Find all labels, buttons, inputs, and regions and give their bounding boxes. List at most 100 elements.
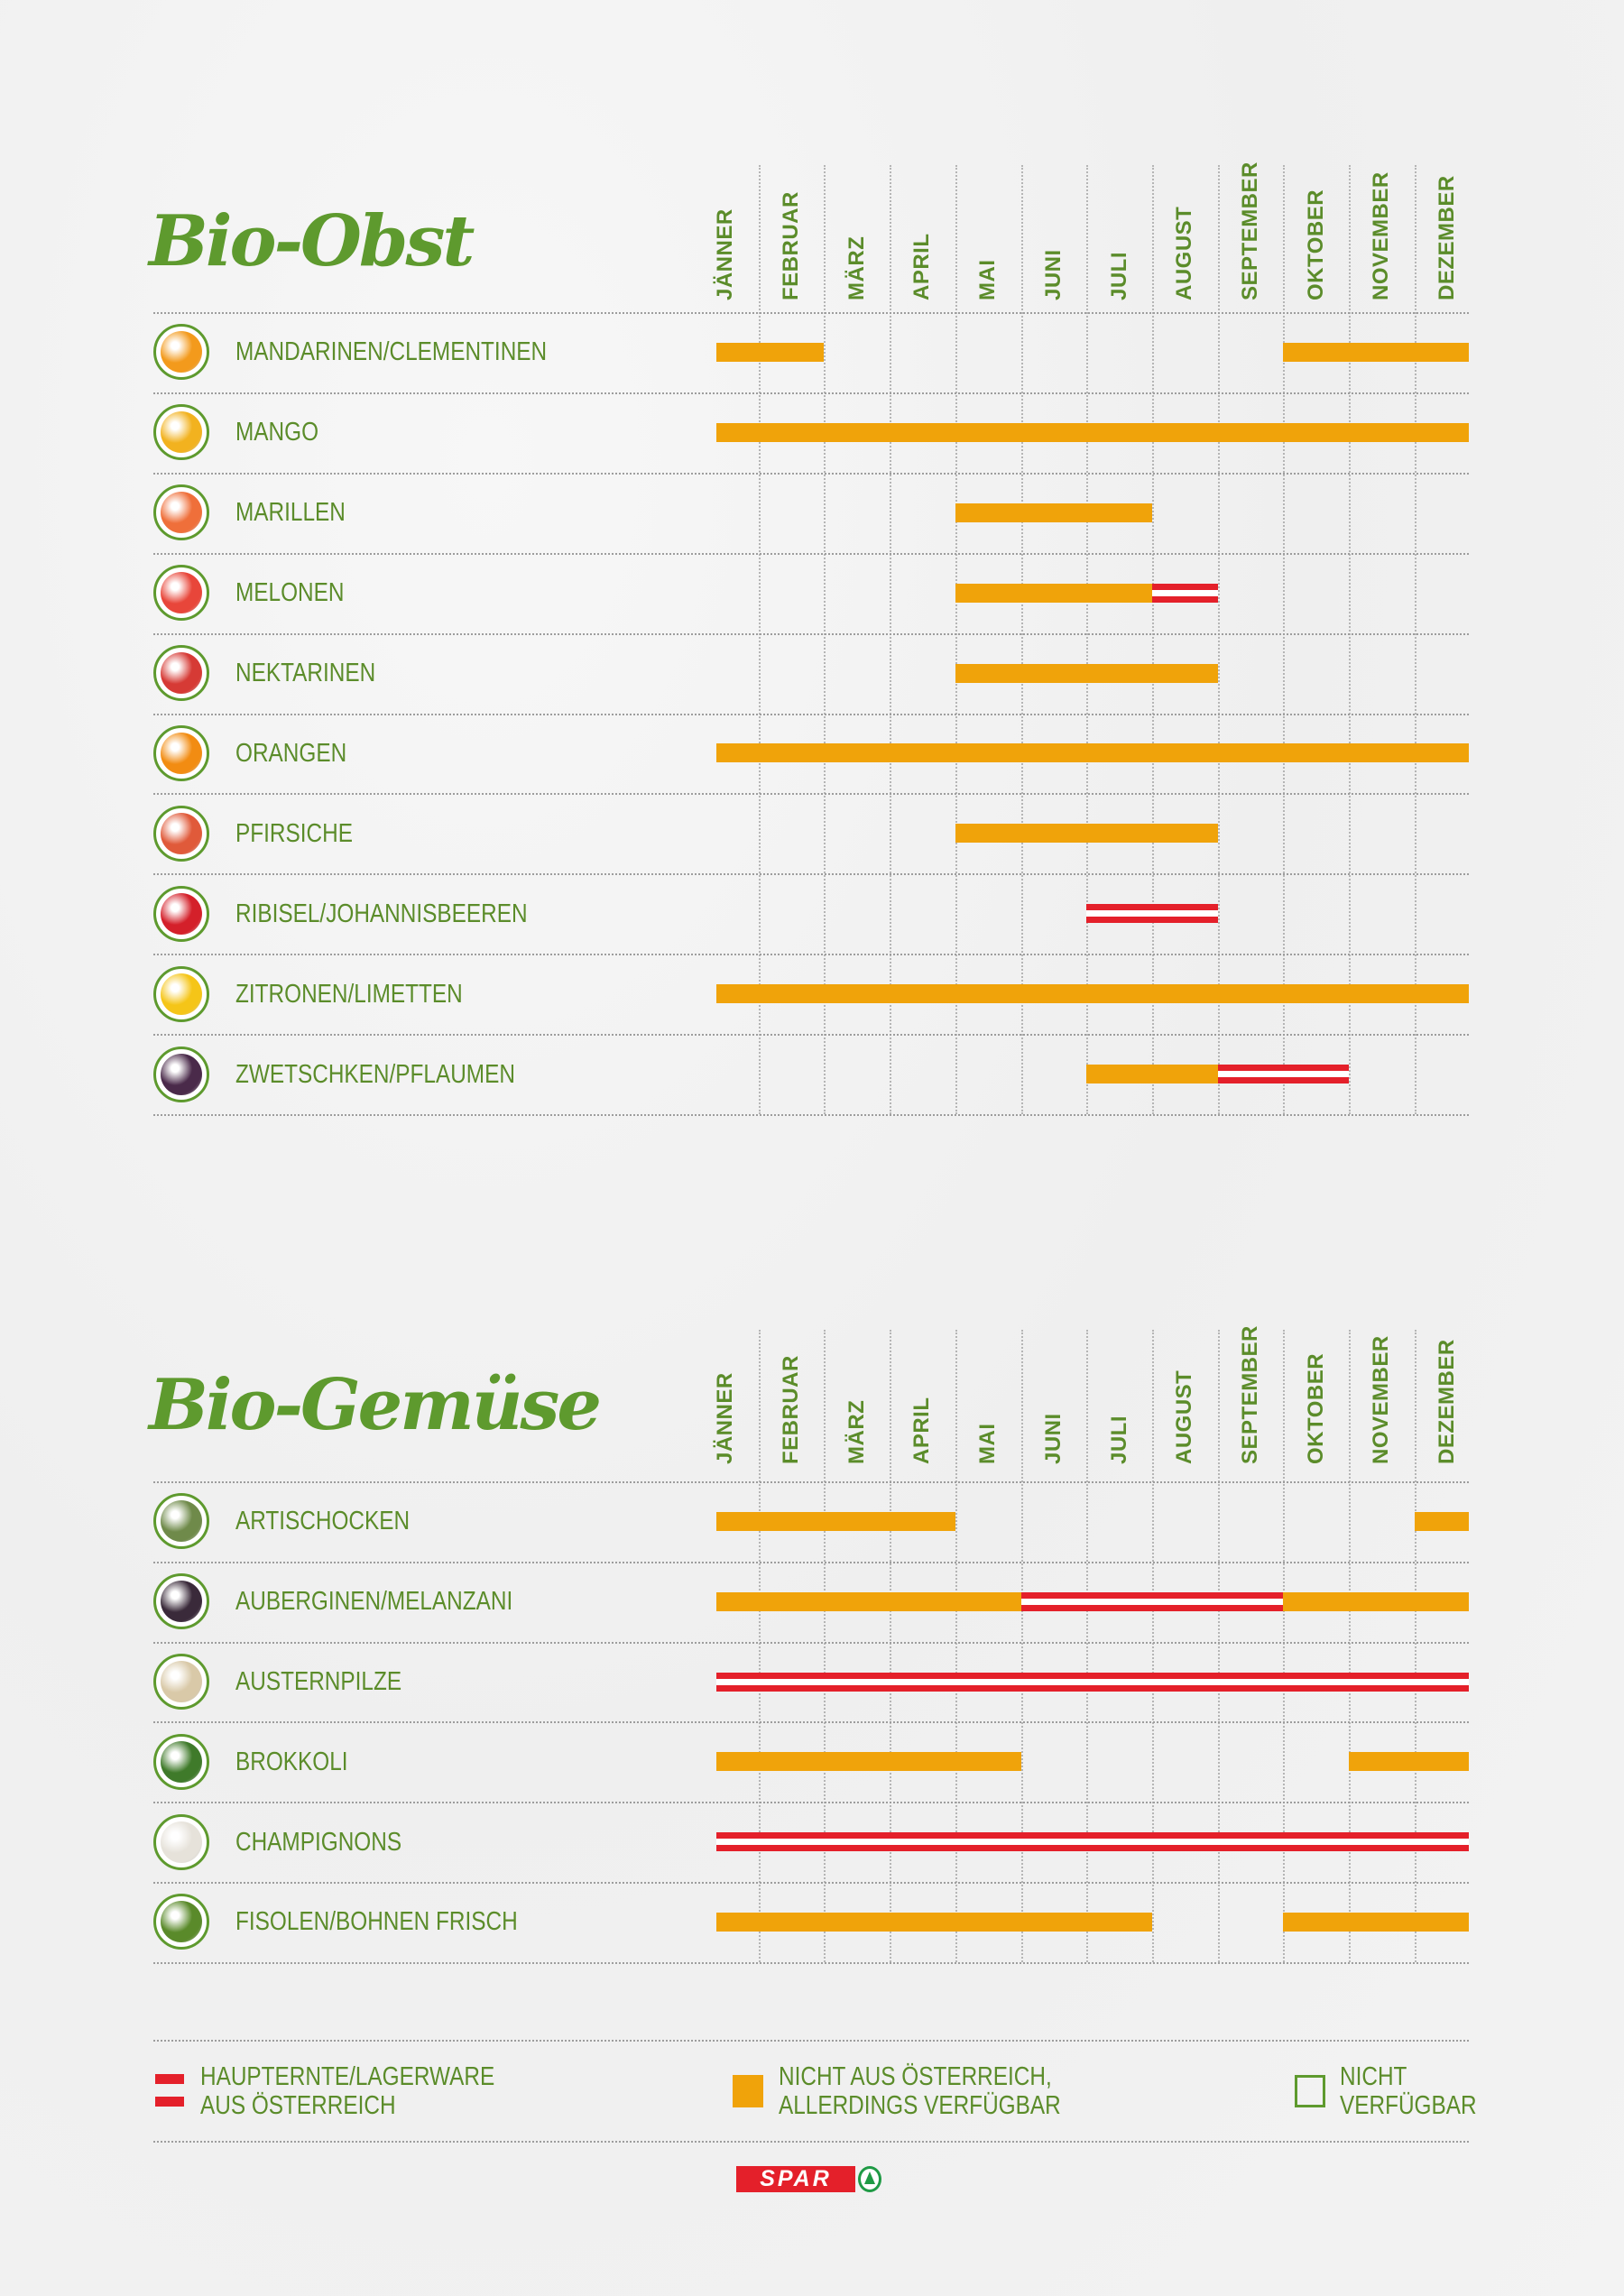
row-label: MELONEN — [235, 578, 345, 608]
mango-icon — [153, 404, 209, 461]
grid-vertical-line — [1349, 1330, 1351, 1962]
grid-vertical-line — [824, 165, 826, 1114]
row-divider — [153, 1034, 1469, 1037]
row-divider — [153, 1641, 1469, 1644]
nectarine-icon — [153, 645, 209, 702]
legend-empty-line-2: VERFÜGBAR — [1340, 2091, 1477, 2120]
row-label: FISOLEN/BOHNEN FRISCH — [235, 1907, 518, 1937]
month-label-text: SEPTEMBER — [1237, 1325, 1262, 1464]
spar-tree-icon — [858, 2166, 881, 2192]
oyster-mushroom-icon — [153, 1654, 209, 1710]
row-divider — [153, 392, 1469, 394]
legend-empty-line-1: NICHT — [1340, 2062, 1407, 2091]
month-label-text: JULI — [1106, 251, 1131, 300]
availability-bar-austria — [1020, 1591, 1284, 1611]
grid-vertical-line — [1020, 165, 1023, 1114]
grid-vertical-line — [890, 1330, 892, 1962]
availability-bar-import — [716, 1511, 955, 1531]
mandarin-icon — [153, 324, 209, 381]
availability-bar-austria — [1151, 583, 1218, 603]
grid-vertical-line — [1086, 1330, 1089, 1962]
row-divider — [153, 713, 1469, 715]
month-label-text: DEZEMBER — [1435, 175, 1460, 300]
row-divider — [153, 1561, 1469, 1563]
grid-vertical-line — [1217, 165, 1220, 1114]
legend-red-swatch-top — [155, 2074, 184, 2084]
availability-bar-import — [716, 422, 1469, 442]
row-divider — [153, 1114, 1469, 1116]
grid-vertical-line — [1414, 1330, 1416, 1962]
grid-vertical-line — [1217, 1330, 1220, 1962]
row-label: AUBERGINEN/MELANZANI — [235, 1587, 513, 1617]
availability-bar-austria — [1217, 1065, 1349, 1084]
row-divider — [153, 552, 1469, 555]
grid-vertical-line — [1086, 165, 1089, 1114]
availability-bar-import — [955, 583, 1152, 603]
green-beans-icon — [153, 1894, 209, 1950]
grid-vertical-line — [758, 1330, 761, 1962]
availability-bar-austria — [716, 1832, 1469, 1852]
legend-red-line-1: HAUPTERNTE/LAGERWARE — [200, 2062, 495, 2091]
row-divider — [153, 1481, 1469, 1483]
grid-vertical-line — [758, 165, 761, 1114]
row-label: ARTISCHOCKEN — [235, 1507, 411, 1536]
month-label-text: DEZEMBER — [1435, 1339, 1460, 1464]
legend-orange-swatch — [733, 2075, 763, 2107]
row-label: BROKKOLI — [235, 1747, 348, 1776]
legend-empty-label: NICHT VERFÜGBAR — [1340, 2062, 1477, 2120]
availability-bar-import — [1414, 1511, 1469, 1531]
spar-logo: SPAR — [736, 2166, 855, 2192]
row-divider — [153, 873, 1469, 876]
row-label: MANDARINEN/CLEMENTINEN — [235, 337, 548, 367]
row-divider — [153, 1882, 1469, 1884]
row-label: RIBISEL/JOHANNISBEEREN — [235, 899, 528, 928]
row-divider — [153, 472, 1469, 475]
month-label-text: NOVEMBER — [1369, 1335, 1394, 1464]
mushroom-icon — [153, 1813, 209, 1870]
legend-orange-line-2: ALLERDINGS VERFÜGBAR — [779, 2091, 1061, 2120]
legend-red-line-2: AUS ÖSTERREICH — [200, 2091, 396, 2120]
row-label: MARILLEN — [235, 498, 346, 528]
row-divider — [153, 312, 1469, 314]
grid-vertical-line — [1283, 1330, 1286, 1962]
availability-bar-austria — [1086, 904, 1218, 924]
availability-bar-import — [955, 663, 1218, 683]
grid-vertical-line — [955, 1330, 957, 1962]
month-label-text: FEBRUAR — [779, 1355, 804, 1464]
grid-vertical-line — [1414, 165, 1416, 1114]
row-label: CHAMPIGNONS — [235, 1827, 402, 1857]
legend-red-swatch-bottom — [155, 2097, 184, 2107]
availability-bar-import — [1283, 342, 1469, 362]
month-label-text: OKTOBER — [1303, 1352, 1328, 1464]
grid-vertical-line — [955, 165, 957, 1114]
month-label-text: NOVEMBER — [1369, 171, 1394, 300]
plum-icon — [153, 1046, 209, 1102]
eggplant-icon — [153, 1573, 209, 1630]
lemon-icon — [153, 965, 209, 1022]
legend-bottom-divider — [153, 2141, 1469, 2143]
row-divider — [153, 1961, 1469, 1964]
month-label-text: JÄNNER — [713, 208, 738, 300]
month-label-text: FEBRUAR — [779, 191, 804, 300]
row-label: NEKTARINEN — [235, 659, 376, 688]
row-label: ZITRONEN/LIMETTEN — [235, 979, 463, 1009]
legend-top-divider — [153, 2040, 1469, 2042]
grid-vertical-line — [890, 165, 892, 1114]
month-label-text: MAI — [975, 259, 1001, 301]
availability-bar-import — [716, 1912, 1152, 1932]
month-label-text: JULI — [1106, 1415, 1131, 1464]
legend-empty-swatch — [1295, 2075, 1325, 2107]
apricot-icon — [153, 484, 209, 541]
row-label: PFIRSICHE — [235, 818, 353, 848]
availability-bar-import — [955, 824, 1218, 844]
redcurrant-icon — [153, 885, 209, 942]
availability-bar-austria — [716, 1672, 1469, 1692]
availability-bar-import — [1086, 1065, 1218, 1084]
availability-bar-import — [716, 342, 825, 362]
grid-vertical-line — [1151, 165, 1154, 1114]
availability-bar-import — [1283, 1591, 1469, 1611]
row-label: MANGO — [235, 418, 319, 447]
artichoke-icon — [153, 1493, 209, 1550]
availability-bar-import — [955, 503, 1152, 522]
month-label-text: MÄRZ — [844, 235, 869, 300]
